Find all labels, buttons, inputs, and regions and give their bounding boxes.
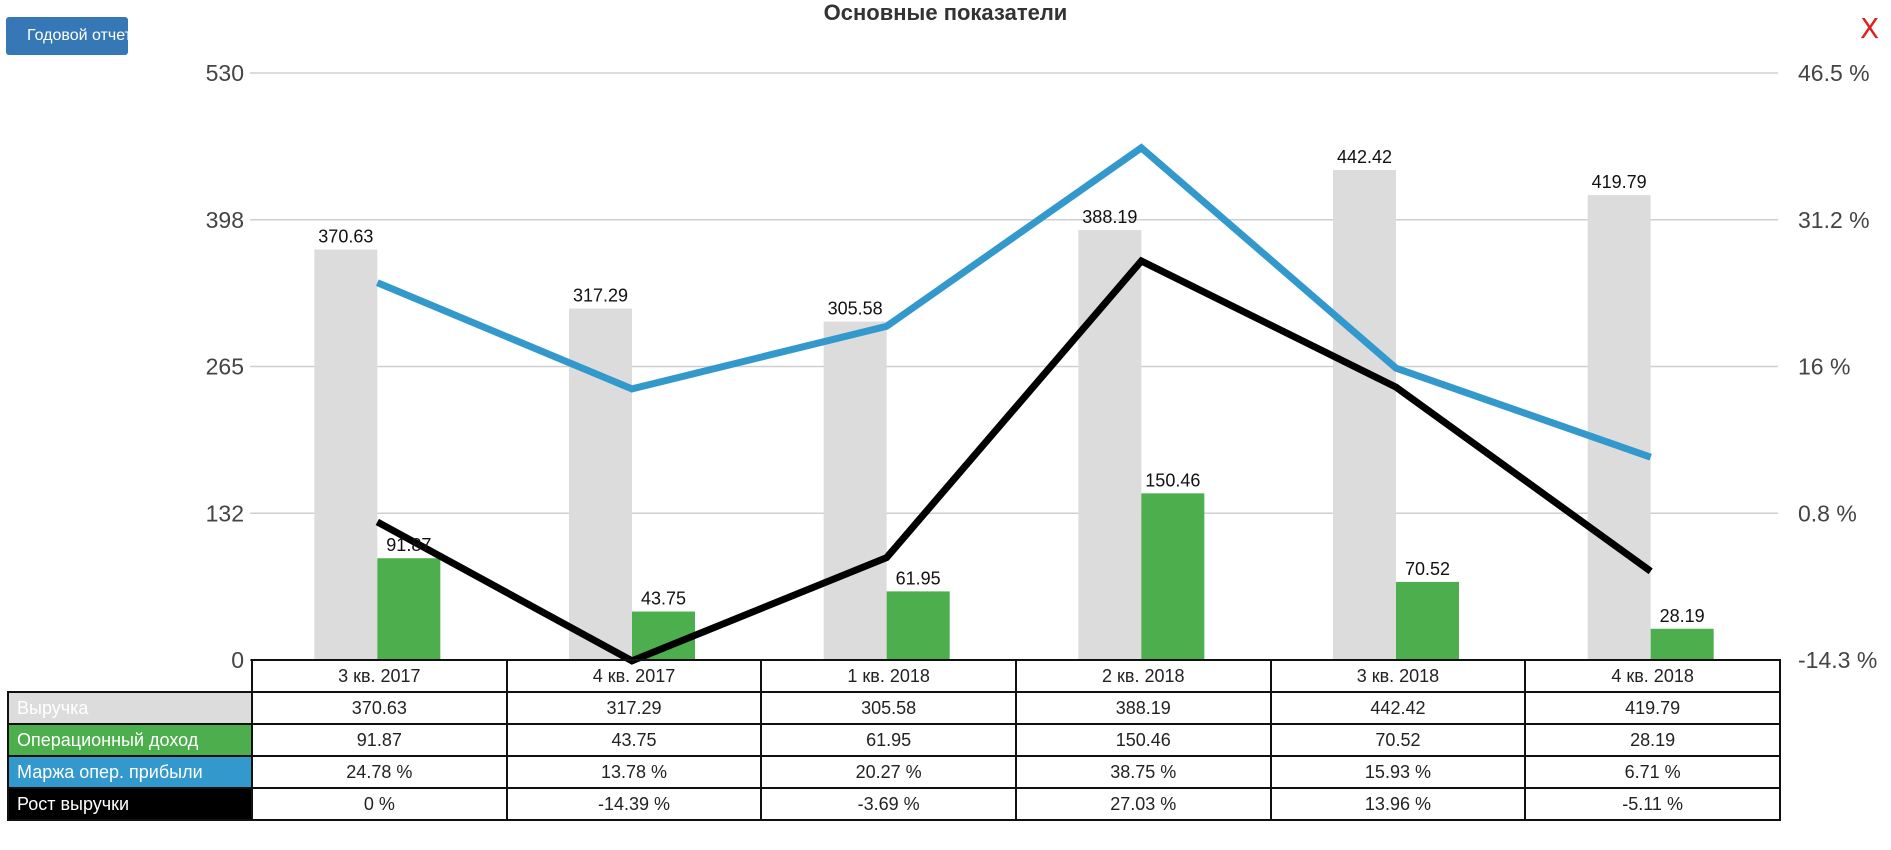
table-row: Выручка 370.63 317.29 305.58 388.19 442.42 419… [7,691,1781,725]
series-name-cell: Маржа опер. прибыли [7,755,253,789]
table-cell: 317.29 [505,691,763,725]
table-row: Маржа опер. прибыли 24.78 % 13.78 % 20.27 %… [7,755,1781,789]
operating-margin-line [375,143,1652,461]
revenue-bar [569,308,632,660]
y-right-tick-label: 16 % [1798,354,1850,380]
y-right-tick-label: 31.2 % [1798,207,1870,233]
operating-income-bar [377,558,441,660]
data-table: 3 кв. 2017 4 кв. 2017 1 кв. 2018 2 кв. 2018… [7,659,1781,821]
y-right-tick-label: 0.8 % [1798,500,1857,526]
operating-income-data-label: 43.75 [641,589,686,609]
table-cell: 419.79 [1524,691,1781,725]
revenue-data-label: 370.63 [318,227,373,247]
table-cell: 20.27 % [760,755,1017,789]
operating-income-data-label: 28.19 [1660,606,1705,626]
revenue-data-label: 442.42 [1337,147,1392,167]
table-cell: 61.95 [760,723,1017,757]
category-header: 2 кв. 2018 [1014,659,1272,693]
operating-income-bar [1396,581,1459,660]
operating-income-data-label: 61.95 [896,568,941,588]
data-labels: 370.63 91.87 317.29 43.75 305.58 61.95 388.19 1… [318,147,1704,626]
table-cell: 388.19 [1014,691,1272,725]
table-corner [8,660,252,692]
y-left-tick-label: 132 [206,500,244,526]
bars [314,169,1714,661]
category-header: 3 кв. 2018 [1269,659,1527,693]
table-cell: 43.75 [505,723,763,757]
category-header: 4 кв. 2017 [505,659,763,693]
series-name-cell: Операционный доход [7,723,253,757]
table-cell: 6.71 % [1524,755,1781,789]
annual-report-button[interactable]: Годовой отчет [6,17,128,55]
revenue-bar [1587,195,1651,660]
y-left-tick-label: 530 [206,60,244,86]
table-cell: 38.75 % [1014,755,1272,789]
operating-income-bar [886,591,950,660]
operating-income-data-label: 150.46 [1145,470,1200,490]
table-cell: 13.78 % [505,755,763,789]
table-cell: 28.19 [1524,723,1781,757]
table-cell: 13.96 % [1269,787,1527,821]
table-cell: 305.58 [760,691,1017,725]
revenue-bar [1333,169,1396,661]
table-header-row: 3 кв. 2017 4 кв. 2017 1 кв. 2018 2 кв. 2018… [8,659,1781,693]
close-icon[interactable]: X [1860,12,1880,45]
table-cell: 91.87 [251,723,508,757]
category-header: 3 кв. 2017 [251,659,508,693]
y-left-tick-label: 265 [206,354,244,380]
y-right-tick-label: -14.3 % [1798,647,1877,673]
table-cell: 70.52 [1269,723,1527,757]
revenue-growth-line [375,256,1653,665]
table-cell: -3.69 % [760,787,1017,821]
operating-income-data-label: 70.52 [1405,559,1450,579]
table-cell: 150.46 [1014,723,1272,757]
revenue-data-label: 388.19 [1082,207,1137,227]
y-left-tick-label: 0 [231,647,244,673]
category-header: 4 кв. 2018 [1524,659,1781,693]
y-left-tick-label: 398 [206,207,244,233]
table-row: Рост выручки 0 % -14.39 % -3.69 % 27.03 % 13.… [7,787,1781,821]
series-name-cell: Рост выручки [7,787,253,821]
table-cell: 24.78 % [251,755,508,789]
revenue-bar [314,249,378,660]
table-cell: -14.39 % [505,787,763,821]
lines [375,143,1653,665]
revenue-data-label: 305.58 [828,299,883,319]
grid-lines [250,72,1778,661]
table-row: Операционный доход 91.87 43.75 61.95 150.46 7… [7,723,1781,757]
operating-income-bar [1141,493,1205,660]
table-cell: -5.11 % [1524,787,1781,821]
table-cell: 0 % [251,787,508,821]
revenue-data-label: 419.79 [1592,172,1647,192]
table-cell: 442.42 [1269,691,1527,725]
operating-income-data-label: 91.87 [386,535,431,555]
operating-income-bar [1650,628,1714,660]
revenue-bar [823,321,887,660]
series-name-cell: Выручка [7,691,253,725]
revenue-data-label: 317.29 [573,286,628,306]
operating-income-bar [632,611,695,660]
axis-ticks: 530 46.5 % 398 31.2 % 265 16 % 132 0.8 % 0 -14.3 … [206,60,1878,673]
table-cell: 27.03 % [1014,787,1272,821]
category-header: 1 кв. 2018 [760,659,1017,693]
table-cell: 15.93 % [1269,755,1527,789]
table-cell: 370.63 [251,691,508,725]
y-right-tick-label: 46.5 % [1798,60,1870,86]
chart-title: Основные показатели [823,0,1068,25]
